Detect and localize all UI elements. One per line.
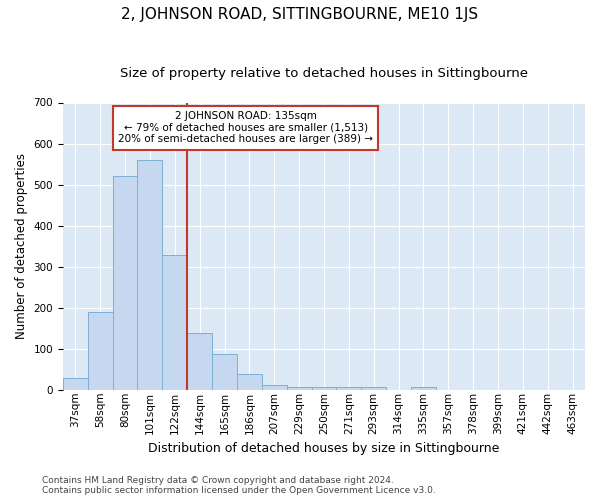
- Bar: [212, 354, 237, 390]
- Bar: [88, 312, 113, 390]
- Title: Size of property relative to detached houses in Sittingbourne: Size of property relative to detached ho…: [120, 68, 528, 80]
- Text: 2 JOHNSON ROAD: 135sqm
← 79% of detached houses are smaller (1,513)
20% of semi-: 2 JOHNSON ROAD: 135sqm ← 79% of detached…: [118, 111, 373, 144]
- Bar: [262, 385, 287, 390]
- Text: 2, JOHNSON ROAD, SITTINGBOURNE, ME10 1JS: 2, JOHNSON ROAD, SITTINGBOURNE, ME10 1JS: [121, 8, 479, 22]
- Y-axis label: Number of detached properties: Number of detached properties: [15, 154, 28, 340]
- Bar: [187, 332, 212, 390]
- Bar: [337, 387, 361, 390]
- Bar: [311, 387, 337, 390]
- Bar: [237, 374, 262, 390]
- Bar: [287, 387, 311, 390]
- X-axis label: Distribution of detached houses by size in Sittingbourne: Distribution of detached houses by size …: [148, 442, 500, 455]
- Bar: [411, 387, 436, 390]
- Bar: [63, 378, 88, 390]
- Text: Contains HM Land Registry data © Crown copyright and database right 2024.
Contai: Contains HM Land Registry data © Crown c…: [42, 476, 436, 495]
- Bar: [137, 160, 163, 390]
- Bar: [113, 176, 137, 390]
- Bar: [361, 387, 386, 390]
- Bar: [163, 254, 187, 390]
